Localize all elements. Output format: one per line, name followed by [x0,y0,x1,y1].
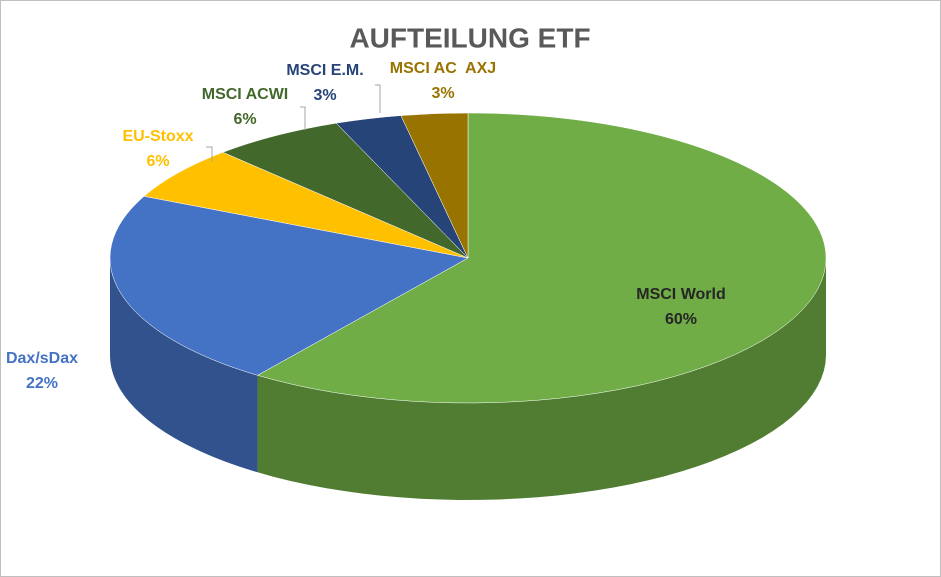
slice-side [110,258,258,473]
slice-value-label: 3% [313,87,336,104]
slice-label: MSCI ACWI [202,86,289,103]
pie [109,112,827,500]
slice-value-label: 60% [665,311,697,328]
slice [222,122,469,259]
slice-value-label: 6% [233,111,256,128]
slice [400,112,469,259]
slice-label: EU-Stoxx [122,128,193,145]
slice-label: MSCI AC AXJ [390,60,496,77]
leader-line [375,84,381,113]
slice-label: MSCI World [636,286,725,303]
leader-lines [206,84,381,162]
leader-line [300,106,306,130]
slice-label: Dax/sDax [6,350,78,367]
slice-value-label: 6% [146,153,169,170]
chart-title: AUFTEILUNG ETF [349,22,590,53]
slice-side [257,258,826,500]
slice-value-label: 3% [431,85,454,102]
slice [256,112,827,404]
slice-label: MSCI E.M. [286,62,363,79]
leader-line [206,146,213,162]
slice [143,152,469,259]
slice-value-label: 22% [26,375,58,392]
